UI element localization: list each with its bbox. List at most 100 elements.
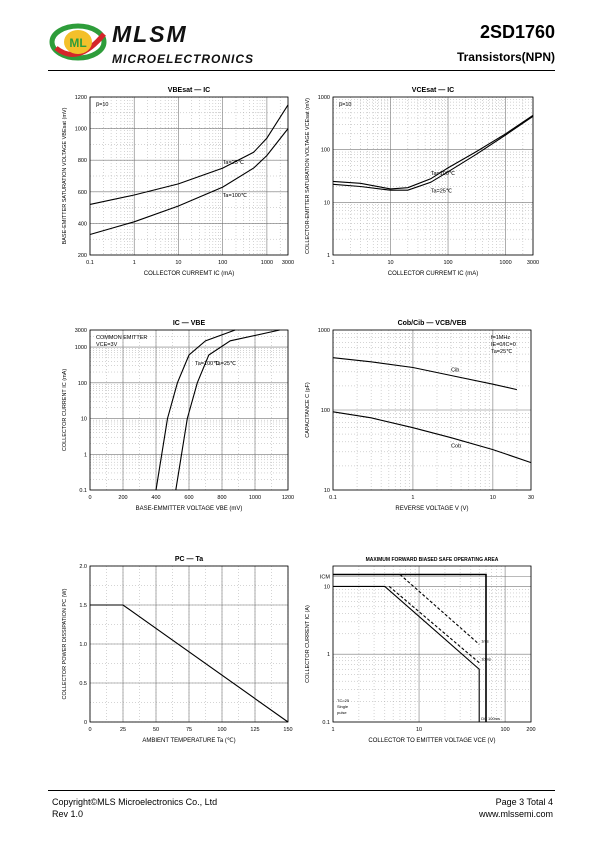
chart-cap: 0.1 1 10 30 10 100 1000 Cob/Cib — VCB/VEB REVERS… bbox=[305, 320, 534, 512]
y-tick-label: 10 bbox=[324, 584, 330, 590]
y-tick-label: 0.5 bbox=[79, 681, 87, 687]
y-axis-label: BASE-EMITTER SATURATION VOLTAGE VBEsat (… bbox=[62, 107, 68, 244]
y-axis-label: COLLECTOR CURRENT IC (mA) bbox=[62, 369, 68, 451]
y-axis-label: COLLECTOR CURRENT IC (A) bbox=[305, 605, 311, 683]
series-label: Ta=25℃ bbox=[215, 361, 237, 367]
x-tick-label: 1 bbox=[331, 727, 334, 733]
y-tick-label: 1000 bbox=[318, 328, 330, 334]
y-tick-label: 1 bbox=[327, 253, 330, 259]
series-line bbox=[399, 574, 480, 645]
plot-frame bbox=[332, 329, 532, 491]
y-tick-label: 2.0 bbox=[79, 564, 87, 570]
series-line bbox=[332, 115, 534, 191]
website: www.mlssemi.com bbox=[478, 809, 553, 819]
page-number: Page 3 Total 4 bbox=[495, 797, 553, 807]
x-tick-label: 600 bbox=[184, 495, 193, 501]
y-tick-label: 100 bbox=[78, 381, 87, 387]
chart-title: VBEsat — IC bbox=[168, 87, 210, 94]
x-tick-label: 10 bbox=[387, 260, 393, 266]
x-axis-label: COLLECTOR CURREMT IC (mA) bbox=[388, 271, 478, 277]
x-tick-label: 1 bbox=[331, 260, 334, 266]
x-tick-label: 10 bbox=[490, 495, 496, 501]
y-tick-label: 1.0 bbox=[79, 642, 87, 648]
chart-ic-vbe: 0 200 400 600 800 1000 1200 0.1 1 10 100 1000 3000 IC… bbox=[62, 320, 294, 512]
series-label: Ta=100℃ bbox=[195, 361, 220, 367]
y-tick-label: 400 bbox=[78, 221, 87, 227]
x-tick-label: 1 bbox=[411, 495, 414, 501]
series-line bbox=[90, 604, 289, 723]
plot-frame bbox=[332, 96, 534, 256]
chart-annotation: COMMON EMITTER bbox=[96, 335, 147, 341]
x-tick-label: 50 bbox=[153, 727, 159, 733]
chart-annotation: Ta=25℃ bbox=[491, 349, 513, 355]
chart-annotation: f=1MHz bbox=[491, 335, 510, 341]
series-label: Ta=100℃ bbox=[431, 171, 456, 177]
footer-rule bbox=[48, 790, 555, 791]
copyright: Copyright©MLS Microelectronics Co., Ltd bbox=[52, 797, 218, 807]
y-tick-label: 1.5 bbox=[79, 603, 87, 609]
series-label: Ta=25℃ bbox=[223, 160, 245, 166]
brand-subtitle: MICROELECTRONICS bbox=[112, 52, 254, 66]
series-label: 100ms bbox=[488, 716, 500, 721]
series-line bbox=[333, 585, 480, 722]
chart-annotation: β=10 bbox=[339, 102, 352, 108]
x-tick-label: 400 bbox=[151, 495, 160, 501]
series-label: Cib bbox=[451, 367, 459, 373]
x-tick-label: 100 bbox=[443, 260, 452, 266]
plot-frame bbox=[89, 565, 289, 723]
y-tick-label: 100 bbox=[321, 148, 330, 154]
chart-vce-sat: 1 10 100 1000 3000 1 10 100 1000 VCEsat — IC COLLE… bbox=[305, 87, 539, 277]
x-axis-label: BASE-EMMITTER VOLTAGE VBE (mV) bbox=[136, 506, 243, 512]
series-label: 1ms bbox=[481, 638, 489, 643]
x-axis-label: COLLECTOR CURREMT IC (mA) bbox=[144, 271, 234, 277]
plot-frame bbox=[89, 96, 289, 256]
chart-annotation: VCE=3V bbox=[96, 342, 118, 348]
series-line bbox=[89, 128, 289, 236]
chart-title: MAXIMUM FORWARD BIASED SAFE OPERATING AR… bbox=[366, 557, 499, 563]
y-axis-label: CAPACITANCE C (pF) bbox=[305, 382, 311, 438]
series-line bbox=[332, 114, 534, 190]
y-tick-label: 3000 bbox=[75, 328, 87, 334]
x-tick-label: 150 bbox=[283, 727, 292, 733]
chart-annotation: pulse bbox=[337, 710, 347, 715]
plot-frame bbox=[332, 565, 532, 723]
series-line bbox=[388, 585, 480, 664]
logo: ML bbox=[49, 23, 107, 61]
chart-annotation: β=10 bbox=[96, 102, 109, 108]
series-line bbox=[175, 329, 280, 491]
y-tick-label: 600 bbox=[78, 190, 87, 196]
y-tick-label: 1000 bbox=[75, 345, 87, 351]
x-tick-label: 100 bbox=[501, 727, 510, 733]
logo-text: ML bbox=[69, 36, 86, 50]
chart-title: IC — VBE bbox=[173, 320, 206, 327]
x-tick-label: 10 bbox=[416, 727, 422, 733]
x-tick-label: 0 bbox=[88, 495, 91, 501]
series-label: Ta=100℃ bbox=[223, 193, 248, 199]
x-tick-label: 1000 bbox=[249, 495, 261, 501]
y-tick-label: 100 bbox=[321, 408, 330, 414]
plot-frame bbox=[89, 329, 289, 491]
y-tick-label: 1000 bbox=[75, 127, 87, 133]
x-axis-label: REVERSE VOLTAGE V (V) bbox=[395, 506, 468, 512]
x-tick-label: 25 bbox=[120, 727, 126, 733]
x-tick-label: 200 bbox=[526, 727, 535, 733]
x-tick-label: 75 bbox=[186, 727, 192, 733]
header-rule bbox=[48, 70, 555, 71]
part-type: Transistors(NPN) bbox=[456, 50, 555, 64]
y-tick-label: 0 bbox=[84, 720, 87, 726]
chart-vbe-sat: 0.1 1 10 100 1000 3000 200 400 600 800 1000 1200 VBE… bbox=[62, 87, 294, 277]
y-tick-label: 800 bbox=[78, 158, 87, 164]
series-line bbox=[333, 573, 487, 722]
chart-title: PC — Ta bbox=[175, 556, 203, 563]
x-tick-label: 100 bbox=[217, 727, 226, 733]
y-tick-label: 200 bbox=[78, 253, 87, 259]
x-tick-label: 30 bbox=[528, 495, 534, 501]
revision: Rev 1.0 bbox=[52, 809, 84, 819]
y-tick-label: 1200 bbox=[75, 95, 87, 101]
x-tick-label: 0 bbox=[88, 727, 91, 733]
y-tick-label: 1 bbox=[84, 452, 87, 458]
chart-annotation: IE=0/IC=0 bbox=[491, 342, 516, 348]
y-tick-label: 10 bbox=[324, 200, 330, 206]
y-tick-label: 1000 bbox=[318, 95, 330, 101]
